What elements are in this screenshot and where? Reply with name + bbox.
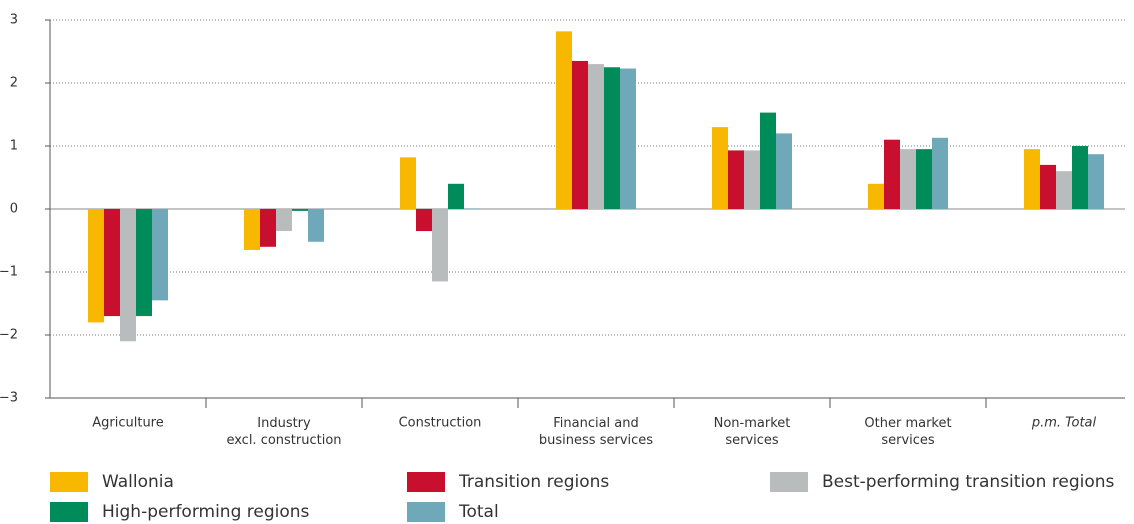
bar	[432, 209, 448, 282]
y-tick-label: 2	[10, 76, 18, 91]
bar	[744, 150, 760, 209]
y-tick-label: 0	[10, 202, 18, 217]
bar	[712, 127, 728, 209]
x-tick-label: Other market services	[864, 416, 951, 448]
bar	[620, 68, 636, 209]
bar	[464, 208, 480, 209]
legend-label: Total	[458, 502, 499, 522]
bar	[400, 157, 416, 209]
bar	[1040, 164, 1056, 209]
y-tick-label: −1	[0, 265, 18, 280]
legend-label: Best-performing transition regions	[822, 472, 1115, 492]
bar	[932, 137, 948, 209]
bar	[104, 209, 120, 317]
bar	[136, 209, 152, 317]
bar	[1024, 149, 1040, 209]
y-tick-label: 3	[10, 13, 18, 28]
bar	[728, 150, 744, 209]
legend-label: Transition regions	[458, 472, 609, 492]
x-tick-label: Industry excl. construction	[226, 416, 341, 448]
bar	[416, 209, 432, 232]
bar	[556, 31, 572, 210]
bar	[1072, 146, 1088, 209]
y-tick-label: −2	[0, 328, 18, 343]
legend-label: High-performing regions	[102, 502, 310, 522]
bar	[1056, 171, 1072, 209]
bar	[776, 133, 792, 209]
bar	[760, 112, 776, 209]
bar	[604, 67, 620, 209]
bar	[572, 60, 588, 210]
bar	[88, 209, 104, 323]
bar	[244, 209, 260, 250]
y-tick-label: −3	[0, 391, 18, 406]
x-tick-label: Financial and business services	[539, 416, 653, 448]
x-tick-label: p.m. Total	[1031, 416, 1097, 431]
legend-swatch	[770, 472, 808, 492]
x-tick-label: Construction	[399, 416, 482, 431]
legend-swatch	[50, 472, 88, 492]
legend-swatch	[407, 502, 445, 522]
bar	[868, 183, 884, 209]
legend-swatch	[407, 472, 445, 492]
bar	[900, 149, 916, 209]
bar	[884, 139, 900, 209]
bar	[292, 209, 308, 211]
bar	[260, 209, 276, 247]
bar	[916, 149, 932, 209]
bar	[308, 209, 324, 242]
bar	[448, 183, 464, 209]
bar	[588, 64, 604, 209]
bar	[152, 209, 168, 301]
bar	[276, 209, 292, 232]
y-tick-label: 1	[10, 139, 18, 154]
bar	[120, 209, 136, 342]
x-tick-label: Non-market services	[714, 416, 791, 448]
legend-swatch	[50, 502, 88, 522]
legend-label: Wallonia	[102, 472, 174, 492]
x-tick-label: Agriculture	[92, 416, 164, 431]
bar	[1088, 154, 1104, 209]
